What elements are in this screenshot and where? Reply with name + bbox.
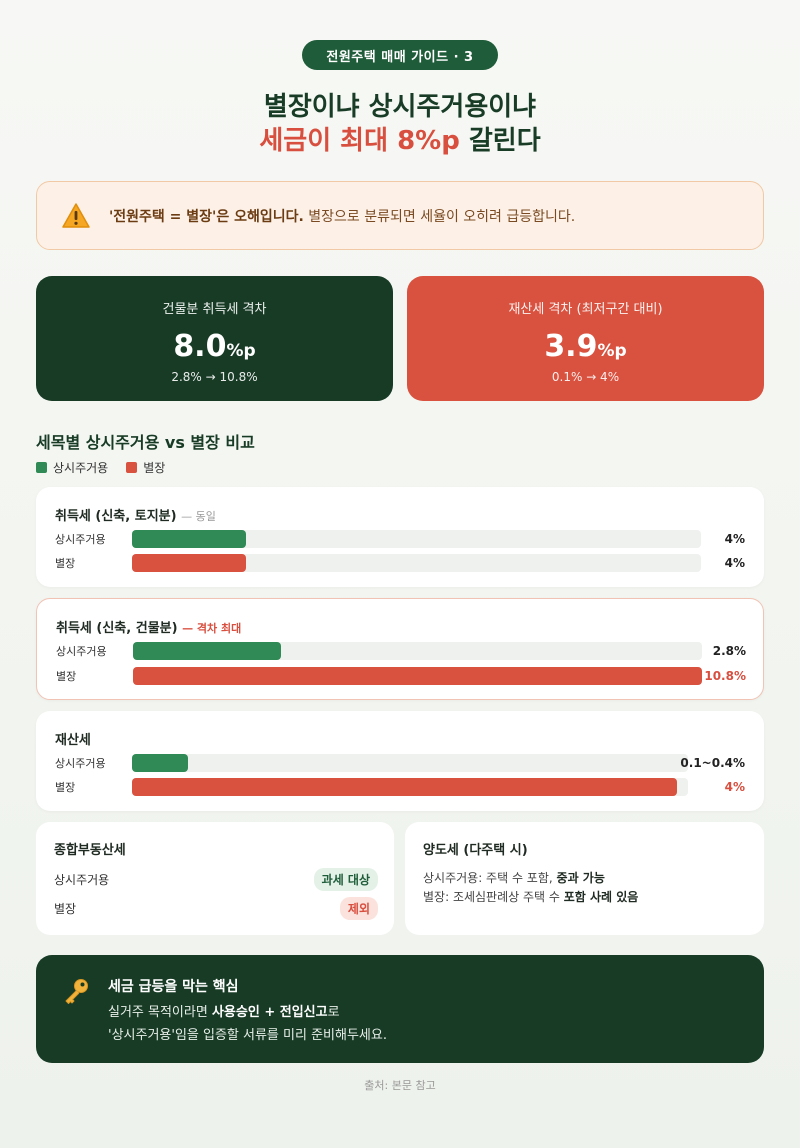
source-note: 출처: 본문 참고 bbox=[364, 1079, 436, 1092]
tip-text: 실거주 목적이라면 bbox=[108, 1005, 212, 1020]
card-title-text: 재산세 bbox=[55, 733, 91, 748]
tip-line-2: '상시주거용'임을 입증할 서류를 미리 준비해두세요. bbox=[108, 1028, 387, 1043]
bar-track bbox=[132, 554, 701, 572]
bar-fill-villa bbox=[132, 554, 246, 572]
card-title: 취득세 (신축, 건물분) — 격차 최대 bbox=[56, 617, 241, 636]
legend-swatch bbox=[36, 462, 47, 473]
bar-label: 상시주거용 bbox=[55, 757, 106, 770]
tip-text: 로 bbox=[327, 1005, 340, 1020]
bar-track bbox=[132, 530, 701, 548]
bar-label: 별장 bbox=[56, 670, 77, 683]
stat-label: 재산세 격차 (최저구간 대비) bbox=[508, 302, 663, 317]
bar-fill-residential bbox=[132, 530, 246, 548]
page-title-line2: 세금이 최대 8%p 갈린다 bbox=[0, 120, 800, 157]
bar-fill-villa bbox=[133, 667, 702, 685]
card-property-tax: 재산세 상시주거용 0.1~0.4% 별장 4% bbox=[36, 711, 764, 811]
bar-value: 2.8% bbox=[712, 644, 746, 658]
card-title: 취득세 (신축, 토지분) — 동일 bbox=[55, 505, 216, 524]
status-badge: 제외 bbox=[339, 897, 378, 920]
stat-value: 3.9%p bbox=[407, 329, 764, 364]
row-label: 별장 bbox=[54, 902, 77, 916]
stat-card-property: 재산세 격차 (최저구간 대비) 3.9%p 0.1% → 4% bbox=[407, 276, 764, 401]
card-note: — 동일 bbox=[181, 510, 216, 523]
legend-swatch bbox=[126, 462, 138, 473]
bar-fill-villa bbox=[132, 778, 677, 796]
card-title-text: 취득세 (신축, 건물분) bbox=[56, 621, 178, 636]
bar-track bbox=[133, 642, 702, 660]
card-acquisition-building: 취득세 (신축, 건물분) — 격차 최대 상시주거용 2.8% 별장 10.8… bbox=[36, 598, 764, 700]
legend-item-residential: 상시주거용 bbox=[36, 459, 108, 476]
bar-row: 별장 4% bbox=[55, 553, 745, 573]
stat-range: 2.8% → 10.8% bbox=[171, 370, 258, 384]
stat-value: 8.0%p bbox=[36, 329, 393, 364]
warning-bold: '전원주택 = 별장'은 오해입니다. bbox=[109, 208, 304, 225]
stat-number: 3.9 bbox=[544, 329, 598, 364]
bar-label: 상시주거용 bbox=[55, 533, 106, 546]
tip-line-1: 실거주 목적이라면 사용승인 + 전입신고로 bbox=[108, 1001, 340, 1020]
tax-row: 상시주거용 과세 대상 bbox=[54, 868, 378, 891]
card-title: 재산세 bbox=[55, 729, 91, 748]
status-badge: 과세 대상 bbox=[313, 868, 378, 891]
transfer-line-villa: 별장: 조세심판례상 주택 수 포함 사례 있음 bbox=[423, 888, 638, 905]
legend: 상시주거용 별장 bbox=[36, 459, 183, 476]
bar-value: 4% bbox=[724, 556, 745, 570]
warning-text: '전원주택 = 별장'은 오해입니다. 별장으로 분류되면 세율이 오히려 급등… bbox=[109, 206, 575, 226]
stat-label: 건물분 취득세 격차 bbox=[162, 302, 267, 317]
stat-number: 8.0 bbox=[173, 329, 227, 364]
stat-unit: %p bbox=[597, 341, 627, 361]
card-title: 양도세 (다주택 시) bbox=[423, 843, 528, 858]
bar-row: 별장 10.8% bbox=[56, 666, 746, 686]
stat-card-acquisition: 건물분 취득세 격차 8.0%p 2.8% → 10.8% bbox=[36, 276, 393, 401]
warning-triangle-icon bbox=[62, 202, 90, 228]
legend-label: 별장 bbox=[143, 461, 166, 475]
card-note: — 격차 최대 bbox=[182, 622, 242, 635]
transfer-line-residential: 상시주거용: 주택 수 포함, 중과 가능 bbox=[423, 869, 605, 886]
line-bold: 포함 사례 있음 bbox=[563, 890, 639, 904]
bar-row: 상시주거용 0.1~0.4% bbox=[55, 753, 745, 773]
bar-value: 4% bbox=[724, 532, 745, 546]
guide-pill: 전원주택 매매 가이드 · 3 bbox=[302, 40, 498, 70]
bar-track bbox=[132, 778, 688, 796]
warning-rest: 별장으로 분류되면 세율이 오히려 급등합니다. bbox=[303, 208, 576, 225]
bar-fill-residential bbox=[133, 642, 281, 660]
bar-track bbox=[132, 754, 688, 772]
card-title: 종합부동산세 bbox=[54, 843, 126, 858]
bar-value: 4% bbox=[724, 780, 745, 794]
bar-row: 상시주거용 4% bbox=[55, 529, 745, 549]
card-transfer-tax: 양도세 (다주택 시) 상시주거용: 주택 수 포함, 중과 가능 별장: 조세… bbox=[405, 822, 764, 935]
bar-label: 상시주거용 bbox=[56, 645, 107, 658]
title-highlight: 세금이 최대 8%p bbox=[259, 126, 460, 156]
stat-range: 0.1% → 4% bbox=[551, 370, 620, 384]
tip-bold: 사용승인 + 전입신고 bbox=[211, 1005, 328, 1020]
row-label: 상시주거용 bbox=[54, 873, 110, 887]
comparison-title: 세목별 상시주거용 vs 별장 비교 bbox=[36, 433, 255, 452]
line-text: 별장: 조세심판례상 주택 수 bbox=[423, 890, 564, 904]
tip-title: 세금 급등을 막는 핵심 bbox=[108, 979, 239, 995]
warning-banner: '전원주택 = 별장'은 오해입니다. 별장으로 분류되면 세율이 오히려 급등… bbox=[36, 181, 764, 250]
line-bold: 중과 가능 bbox=[556, 871, 605, 885]
card-acquisition-land: 취득세 (신축, 토지분) — 동일 상시주거용 4% 별장 4% bbox=[36, 487, 764, 587]
key-icon bbox=[65, 979, 88, 1004]
bar-row: 상시주거용 2.8% bbox=[56, 641, 746, 661]
stat-unit: %p bbox=[226, 341, 256, 361]
legend-label: 상시주거용 bbox=[53, 461, 109, 475]
bar-value: 10.8% bbox=[704, 669, 746, 683]
legend-item-villa: 별장 bbox=[126, 459, 165, 476]
bar-row: 별장 4% bbox=[55, 777, 745, 797]
bar-track bbox=[133, 667, 702, 685]
tax-row: 별장 제외 bbox=[54, 897, 378, 920]
bar-value: 0.1~0.4% bbox=[680, 756, 745, 770]
page-title-line1: 별장이냐 상시주거용이냐 bbox=[263, 92, 537, 122]
title-rest: 갈린다 bbox=[459, 126, 541, 156]
card-comprehensive-tax: 종합부동산세 상시주거용 과세 대상 별장 제외 bbox=[36, 822, 394, 935]
bar-label: 별장 bbox=[55, 781, 76, 794]
bar-label: 별장 bbox=[55, 557, 76, 570]
card-title-text: 취득세 (신축, 토지분) bbox=[55, 509, 177, 524]
bar-fill-residential bbox=[132, 754, 188, 772]
tip-box: 세금 급등을 막는 핵심 실거주 목적이라면 사용승인 + 전입신고로 '상시주… bbox=[36, 955, 764, 1063]
line-text: 상시주거용: 주택 수 포함, bbox=[423, 871, 557, 885]
